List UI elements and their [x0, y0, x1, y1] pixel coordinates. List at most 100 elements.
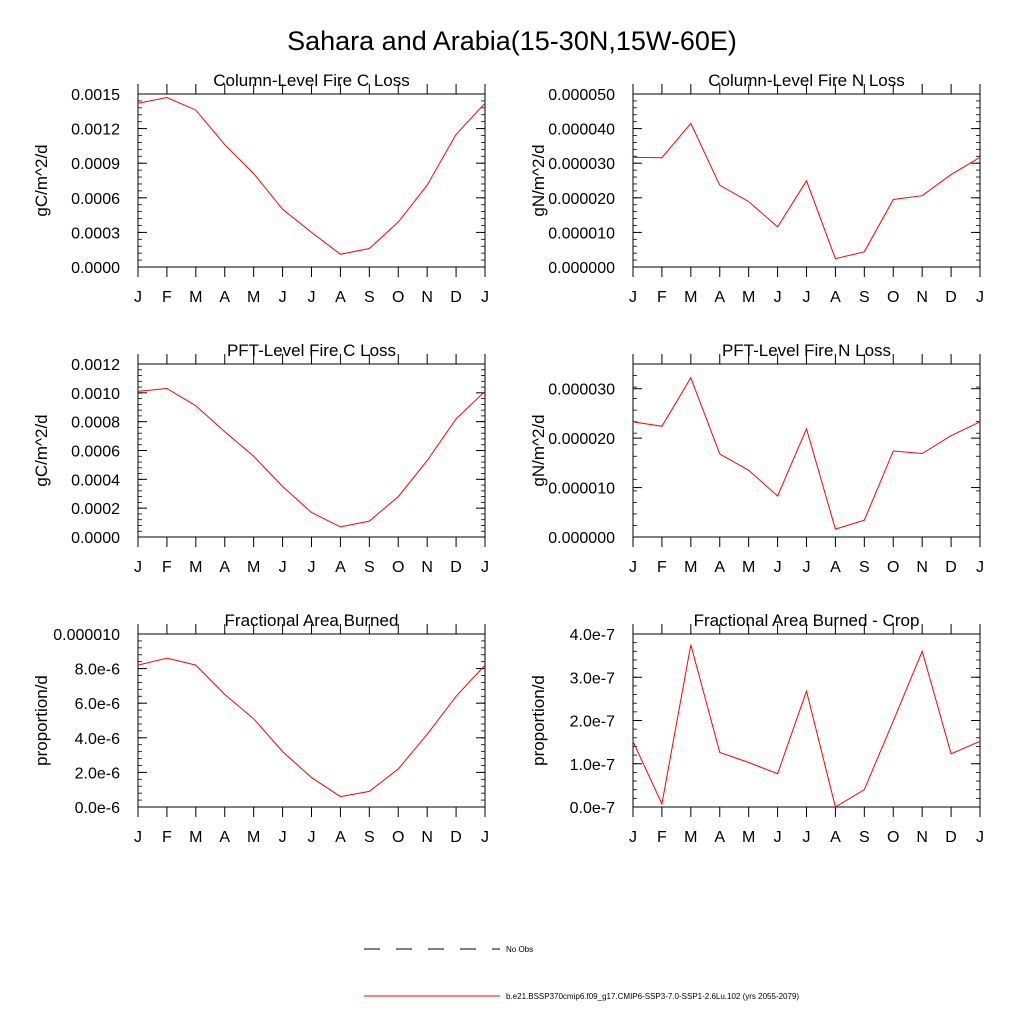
plot-frame — [137, 633, 486, 808]
x-tick-label: A — [219, 289, 230, 306]
x-tick-label: J — [629, 829, 637, 846]
y-tick-label: 3.0e-7 — [570, 670, 615, 687]
x-tick-label: F — [162, 829, 172, 846]
y-tick-label: 0.0015 — [71, 87, 120, 104]
x-tick-label: S — [364, 289, 375, 306]
x-tick-label: M — [189, 829, 202, 846]
plot-frame — [632, 93, 981, 268]
x-tick-label: A — [335, 829, 346, 846]
y-tick-label: 0.0e-7 — [570, 800, 615, 817]
y-tick-label: 8.0e-6 — [75, 662, 120, 679]
x-tick-label: A — [830, 289, 841, 306]
x-tick-label: J — [803, 559, 811, 576]
panel-title: PFT-Level Fire C Loss — [227, 341, 396, 360]
y-tick-label: 0.000030 — [548, 382, 615, 399]
x-tick-label: M — [742, 289, 755, 306]
x-tick-label: J — [481, 289, 489, 306]
y-tick-label: 0.0000 — [71, 530, 120, 547]
x-tick-label: J — [279, 289, 287, 306]
x-tick-label: J — [629, 289, 637, 306]
x-tick-label: A — [219, 559, 230, 576]
x-tick-label: M — [684, 289, 697, 306]
x-tick-label: M — [247, 829, 260, 846]
series-line — [137, 387, 486, 528]
plot-frame — [632, 633, 981, 808]
legend-no-obs-label: No Obs — [506, 945, 533, 954]
y-tick-label: 0.0012 — [71, 357, 120, 374]
x-tick-label: S — [859, 289, 870, 306]
x-tick-label: J — [308, 289, 316, 306]
x-tick-label: J — [774, 829, 782, 846]
x-tick-label: F — [657, 289, 667, 306]
x-tick-label: F — [162, 559, 172, 576]
plot-frame — [137, 93, 486, 268]
x-tick-label: D — [450, 559, 462, 576]
x-tick-label: M — [684, 559, 697, 576]
panel-title: Column-Level Fire C Loss — [213, 71, 410, 90]
series-line — [632, 376, 981, 530]
x-tick-label: J — [774, 559, 782, 576]
chart-panel-2: Column-Level Fire N Loss gN/m^2/d 0.000000… — [529, 71, 984, 306]
y-tick-label: 4.0e-7 — [570, 627, 615, 644]
y-tick-label: 0.000000 — [548, 260, 615, 277]
y-tick-label: 2.0e-7 — [570, 714, 615, 731]
x-tick-label: F — [657, 829, 667, 846]
panel-title: Column-Level Fire N Loss — [708, 71, 905, 90]
panel-grid: Column-Level Fire C Loss gC/m^2/d 0.0000 0.… — [32, 71, 984, 846]
x-tick-label: F — [162, 289, 172, 306]
x-tick-label: O — [392, 289, 404, 306]
y-tick-label: 0.000020 — [548, 191, 615, 208]
x-tick-label: S — [859, 559, 870, 576]
y-tick-label: 0.0006 — [71, 191, 120, 208]
x-tick-label: A — [830, 559, 841, 576]
figure-title: Sahara and Arabia(15-30N,15W-60E) — [287, 26, 737, 56]
x-tick-label: M — [189, 289, 202, 306]
y-tick-label: 1.0e-7 — [570, 757, 615, 774]
y-axis-label: gC/m^2/d — [32, 414, 51, 486]
x-tick-label: N — [916, 559, 928, 576]
x-tick-label: J — [134, 559, 142, 576]
x-tick-label: M — [189, 559, 202, 576]
x-tick-label: S — [364, 559, 375, 576]
series-line — [632, 122, 981, 260]
y-tick-label: 0.000000 — [548, 530, 615, 547]
y-tick-label: 0.0003 — [71, 225, 120, 242]
x-tick-label: M — [247, 559, 260, 576]
x-tick-label: N — [421, 559, 433, 576]
x-tick-label: J — [976, 829, 984, 846]
chart-panel-6: Fractional Area Burned - Crop proportion/… — [529, 611, 984, 846]
x-tick-label: S — [859, 829, 870, 846]
x-tick-label: A — [335, 559, 346, 576]
x-tick-label: D — [945, 289, 957, 306]
x-tick-label: J — [308, 559, 316, 576]
series-line — [137, 96, 486, 255]
y-tick-label: 0.000040 — [548, 122, 615, 139]
plot-frame — [632, 363, 981, 538]
panel-title: PFT-Level Fire N Loss — [722, 341, 891, 360]
y-tick-label: 0.000030 — [548, 156, 615, 173]
x-tick-label: D — [945, 559, 957, 576]
y-tick-label: 0.0008 — [71, 415, 120, 432]
x-tick-label: J — [976, 289, 984, 306]
x-tick-label: S — [364, 829, 375, 846]
y-axis-label: gC/m^2/d — [32, 144, 51, 216]
x-tick-label: O — [887, 559, 899, 576]
chart-panel-3: PFT-Level Fire C Loss gC/m^2/d 0.0000 0.000… — [32, 341, 489, 576]
x-tick-label: J — [481, 829, 489, 846]
y-tick-label: 0.0012 — [71, 122, 120, 139]
y-tick-label: 0.0000 — [71, 260, 120, 277]
x-tick-label: N — [916, 289, 928, 306]
x-tick-label: J — [629, 559, 637, 576]
x-tick-label: A — [830, 829, 841, 846]
x-tick-label: F — [657, 559, 667, 576]
x-tick-label: A — [335, 289, 346, 306]
y-tick-label: 4.0e-6 — [75, 731, 120, 748]
y-axis-label: proportion/d — [32, 675, 51, 766]
x-tick-label: J — [803, 289, 811, 306]
legend: No Obs b.e21.BSSP370cmip6.f09_g17.CMIP6-… — [364, 945, 799, 1001]
x-tick-label: A — [714, 289, 725, 306]
x-tick-label: J — [308, 829, 316, 846]
x-tick-label: O — [887, 289, 899, 306]
x-tick-label: J — [279, 829, 287, 846]
y-tick-label: 0.000020 — [548, 431, 615, 448]
